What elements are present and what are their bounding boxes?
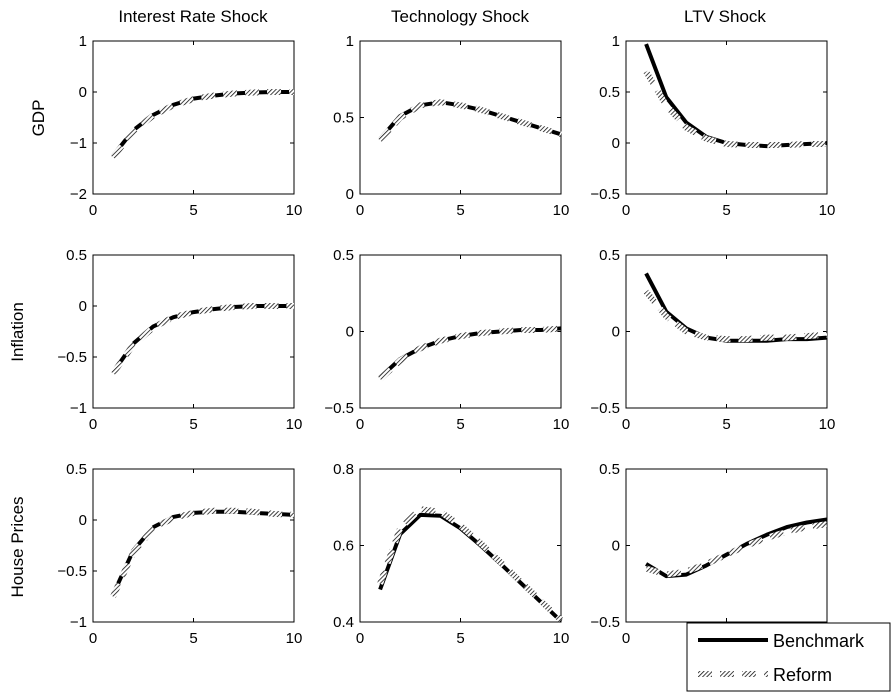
axes-box	[92, 468, 295, 623]
panel-inflation-technology-shock: −0.500.50 5 10	[324, 247, 569, 433]
column-title-ltv: LTV Shock	[684, 7, 766, 26]
y-tick-label: −1	[70, 135, 87, 152]
panel-gdp-ltv-shock: −0.500.510 5 10	[590, 33, 835, 219]
y-tick-label: 0.5	[66, 461, 87, 478]
axes-box	[92, 254, 295, 409]
x-tick-label: 0	[89, 202, 97, 219]
y-tick-label: 0.5	[66, 247, 87, 264]
x-tick-label: 10	[553, 416, 570, 433]
series-line-reform	[645, 521, 828, 578]
y-tick-label: 0.8	[333, 461, 354, 478]
panel-house-prices-interest-rate-shock: −1 −0.5 0 0.5 0 5 10	[57, 461, 302, 647]
x-tick-label: 5	[456, 416, 464, 433]
x-tick-label: 5	[722, 202, 730, 219]
x-tick-label: 10	[553, 630, 570, 647]
legend-reform-label: Reform	[773, 665, 832, 685]
x-tick-label: 0	[89, 416, 97, 433]
y-tick-label: 0	[612, 538, 620, 555]
x-tick-label: 0	[622, 630, 630, 647]
y-tick-label: 0	[612, 324, 620, 341]
axes-box	[625, 40, 828, 195]
y-tick-label: 0.5	[599, 84, 620, 101]
legend-box	[686, 622, 891, 692]
panel-gdp-technology-shock: 00.510 5 10	[333, 33, 569, 219]
x-tick-label: 0	[356, 202, 364, 219]
axes-box	[625, 468, 828, 623]
series-line-reform	[643, 70, 827, 148]
y-tick-label: −0.5	[324, 400, 354, 417]
x-tick-label: 0	[89, 630, 97, 647]
panel-inflation-interest-rate-shock: −1 −0.5 0 0.5 0 5 10	[57, 247, 302, 433]
y-tick-label: −2	[70, 186, 87, 203]
y-tick-label: 0.6	[333, 538, 354, 555]
axes-box	[359, 40, 562, 195]
x-tick-label: 10	[286, 202, 303, 219]
axes-box	[92, 40, 295, 195]
axes-box	[359, 468, 562, 623]
series-line-reform	[110, 89, 294, 160]
series-line-reform	[110, 507, 295, 598]
x-tick-label: 10	[819, 202, 836, 219]
x-tick-label: 10	[819, 416, 836, 433]
y-tick-label: −0.5	[57, 563, 87, 580]
panel-house-prices-technology-shock: 0.4 0.6 0.8 0 5 10	[333, 461, 569, 647]
y-tick-label: −1	[70, 400, 87, 417]
legend: Benchmark Reform	[686, 622, 891, 692]
panel-house-prices-ltv-shock: −0.500.50	[590, 461, 828, 647]
y-tick-label: 0.5	[599, 247, 620, 264]
row-label-gdp: GDP	[29, 100, 48, 137]
y-tick-label: −0.5	[590, 400, 620, 417]
y-tick-label: 0.5	[333, 110, 354, 127]
y-tick-label: 1	[79, 33, 87, 50]
y-tick-label: 0.5	[599, 461, 620, 478]
y-tick-label: −0.5	[590, 186, 620, 203]
x-tick-label: 0	[622, 416, 630, 433]
y-tick-label: 0	[79, 512, 87, 529]
panel-inflation-ltv-shock: −0.500.50 5 10	[590, 247, 835, 433]
series-line-reform	[110, 303, 294, 376]
series-line-reform	[378, 325, 562, 382]
y-tick-label: 0	[612, 135, 620, 152]
x-tick-label: 5	[189, 630, 197, 647]
series-line-reform	[643, 289, 828, 343]
x-tick-label: 0	[356, 416, 364, 433]
axes-box	[625, 254, 828, 409]
y-tick-label: 1	[612, 33, 620, 50]
y-tick-label: 0	[346, 186, 354, 203]
y-tick-label: 0.4	[333, 614, 354, 631]
y-tick-label: 0.5	[333, 247, 354, 264]
legend-benchmark-label: Benchmark	[773, 631, 865, 651]
x-tick-label: 5	[456, 202, 464, 219]
y-tick-label: 0	[346, 324, 354, 341]
y-tick-label: 1	[346, 33, 354, 50]
x-tick-label: 10	[286, 630, 303, 647]
row-label-inflation: Inflation	[8, 302, 27, 362]
x-tick-label: 5	[189, 202, 197, 219]
y-tick-label: 0	[79, 84, 87, 101]
x-tick-label: 5	[456, 630, 464, 647]
row-label-house-prices: House Prices	[8, 496, 27, 597]
x-tick-label: 10	[286, 416, 303, 433]
column-title-interest-rate: Interest Rate Shock	[118, 7, 268, 26]
column-title-technology: Technology Shock	[391, 7, 529, 26]
x-tick-label: 10	[553, 202, 570, 219]
series-line-reform	[377, 506, 564, 623]
x-tick-label: 0	[356, 630, 364, 647]
series-line-benchmark	[644, 272, 828, 343]
y-tick-label: −0.5	[57, 349, 87, 366]
y-tick-label: −0.5	[590, 614, 620, 631]
x-tick-label: 5	[722, 416, 730, 433]
y-tick-label: 0	[79, 298, 87, 315]
series-line-reform	[377, 99, 562, 143]
y-tick-label: −1	[70, 614, 87, 631]
x-tick-label: 0	[622, 202, 630, 219]
x-tick-label: 5	[189, 416, 197, 433]
